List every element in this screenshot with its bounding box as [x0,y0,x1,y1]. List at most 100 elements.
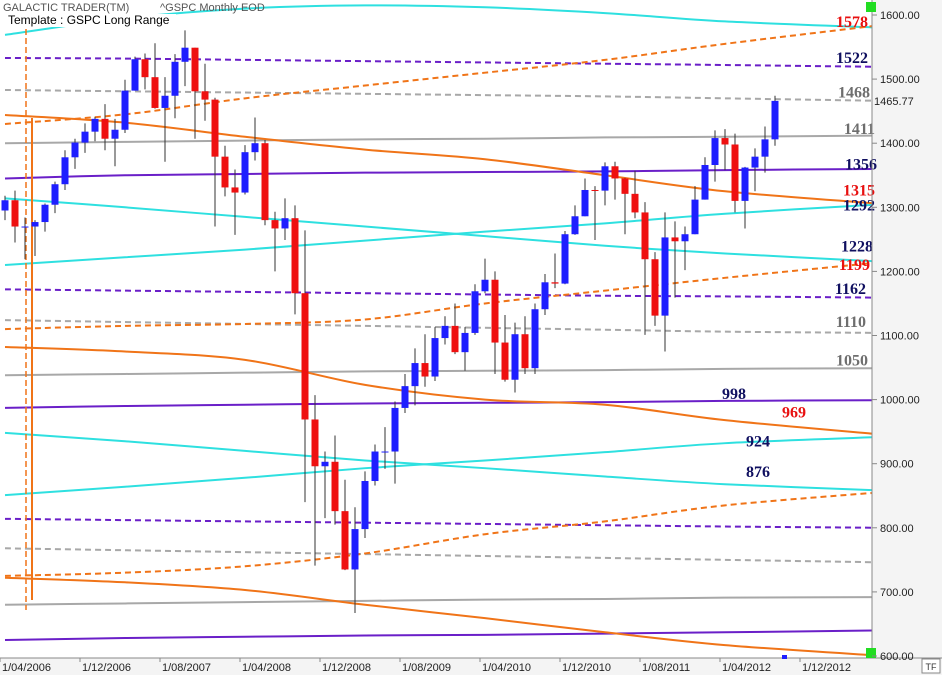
candle-body [771,100,779,140]
x-tick-label: 1/04/2008 [242,662,291,674]
candle-body [351,529,359,570]
candle-body [51,184,59,205]
candle-body [761,139,769,157]
x-tick-label: 1/04/2012 [722,662,771,674]
candle-body [181,47,189,62]
indicator-line [4,547,872,564]
candle-body [641,212,649,260]
level-label: 969 [782,404,806,421]
candle-body [661,237,669,316]
y-tick-label: 1500.00 [880,74,920,86]
level-label: 1578 [836,14,868,31]
candle-body [551,282,559,284]
candle-body [291,218,299,294]
candle-body [81,131,89,143]
level-label: 1110 [836,314,866,331]
candle-body [191,47,199,92]
y-tick-label: 900.00 [880,459,914,471]
candle-body [101,118,109,139]
candle-body [431,338,439,377]
indicator-line [4,25,872,125]
indicator-line [4,596,872,606]
candle-body [41,204,49,223]
candle-body [71,142,79,158]
candle-body [471,291,479,333]
candle-body [521,334,529,369]
candle-body [451,325,459,353]
candle-body [491,279,499,343]
level-label: 1162 [835,281,866,298]
candle-body [741,167,749,201]
y-tick-label: 1200.00 [880,266,920,278]
candle-body [21,226,29,228]
x-tick-label: 1/08/2011 [642,662,690,674]
candle-body [371,451,379,482]
candle-body [121,90,129,130]
candle-body [151,77,159,108]
candle-body [701,164,709,200]
indicator-line [4,56,872,68]
level-label: 1522 [836,50,868,67]
app-title: GALACTIC TRADER(TM) [3,2,129,14]
candle-body [441,325,449,339]
candle-body [251,143,259,153]
indicator-line [4,491,872,577]
candle-body [301,293,309,420]
indicator-line [4,197,872,263]
symbol-title: ^GSPC Monthly EOD [160,2,265,14]
indicator-line [4,576,872,657]
level-label: 1315 [843,183,875,200]
level-label: 1292 [843,197,875,214]
corner-button[interactable] [866,2,876,12]
plot-area [0,0,872,658]
x-tick-label: 1/08/2007 [162,662,211,674]
candle-body [481,279,489,292]
indicator-line [4,88,872,102]
candle-body [651,259,659,316]
y-tick-label: 1400.00 [880,138,920,150]
level-label: 1228 [841,238,873,255]
candle-body [461,332,469,353]
candle-body [561,234,569,284]
corner-button[interactable] [866,648,876,658]
candle-body [161,95,169,108]
candle-body [381,451,389,453]
timeframe-box[interactable] [921,658,941,674]
candle-body [211,99,219,157]
indicator-line [4,517,872,529]
level-label: 924 [746,433,770,450]
candle-body [401,386,409,408]
x-tick-label: 1/12/2012 [802,662,851,674]
candle-body [581,189,589,217]
candle-body [61,157,69,185]
level-label: 1050 [836,353,868,370]
candle-body [331,461,339,512]
y-tick-label: 1600.00 [880,10,920,22]
x-tick-label: 1/04/2006 [2,662,51,674]
candle-body [501,342,509,380]
candle-body [241,152,249,193]
candle-body [541,282,549,310]
y-tick-label: 1300.00 [880,202,920,214]
level-label: 876 [746,464,770,481]
indicator-line [4,436,872,497]
indicator-line [4,262,872,331]
candle-body [411,363,419,387]
level-label: 998 [722,386,746,403]
candle-body [591,189,599,191]
x-tick-label: 1/12/2006 [82,662,131,674]
timeframe-label: TF [926,662,937,672]
x-tick-label: 1/08/2009 [402,662,451,674]
candle-body [11,200,19,227]
candle-body [311,419,319,467]
indicator-line [4,431,872,492]
candle-body [571,216,579,235]
candle-body [261,143,269,221]
last-price-marker [782,655,787,659]
candle-body [111,129,119,139]
y-tick-label: 800.00 [880,523,914,535]
candle-body [171,61,179,96]
indicator-line [4,399,872,409]
indicator-line [4,288,872,299]
